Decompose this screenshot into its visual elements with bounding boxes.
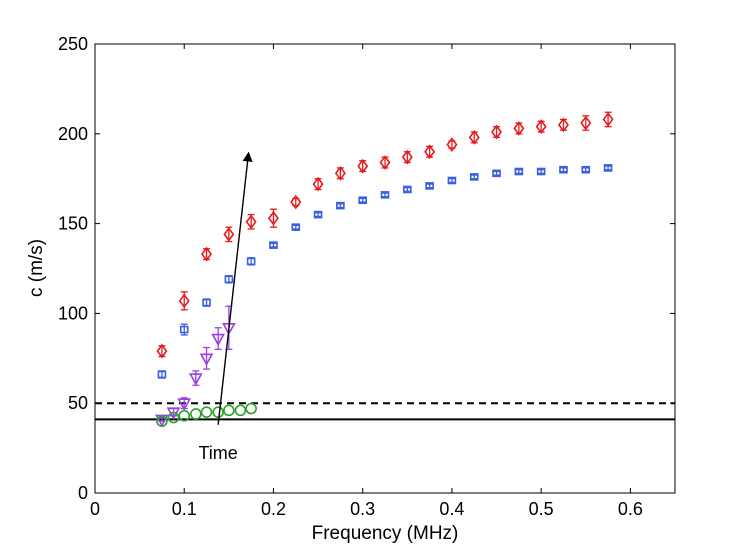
square-point — [269, 241, 278, 249]
diamond-point — [513, 121, 525, 136]
x-tick-label: 0.6 — [618, 499, 643, 519]
y-tick-label: 200 — [58, 124, 88, 144]
diamond-point — [379, 155, 391, 170]
diamond-point — [267, 210, 279, 226]
y-tick-label: 50 — [68, 393, 88, 413]
diamond-point — [156, 343, 168, 359]
diamond-point — [290, 194, 302, 210]
square-point — [202, 298, 211, 307]
square-point — [403, 185, 412, 194]
diamond-point — [245, 214, 257, 230]
diamond-point — [446, 137, 458, 152]
square-point — [336, 201, 345, 210]
square-point — [447, 176, 457, 185]
time-annotation: Time — [198, 443, 237, 463]
triangle-point — [188, 373, 203, 386]
square-point — [224, 275, 234, 284]
x-tick-label: 0.3 — [350, 499, 375, 519]
diamond-point — [401, 149, 413, 165]
circle-point — [167, 411, 180, 424]
square-point — [514, 167, 524, 176]
diamond-point — [580, 115, 592, 131]
square-point — [358, 196, 367, 205]
y-tick-label: 100 — [58, 303, 88, 323]
diamond-point — [312, 176, 324, 192]
circle-point — [245, 402, 257, 415]
square-point — [380, 191, 390, 199]
square-point — [469, 173, 479, 181]
diamond-point — [535, 119, 547, 134]
triangle-point — [211, 333, 225, 347]
x-tick-label: 0.2 — [261, 499, 286, 519]
y-axis-label: c (m/s) — [26, 239, 47, 297]
y-tick-label: 0 — [78, 483, 88, 503]
diamond-point — [201, 246, 213, 262]
diamond-point — [424, 144, 436, 160]
square-point — [179, 325, 189, 334]
circle-point — [212, 406, 224, 418]
square-point — [492, 169, 501, 178]
diamond-point — [223, 227, 235, 242]
triangle-point — [199, 353, 214, 366]
square-point — [425, 182, 434, 190]
x-tick-label: 0 — [90, 499, 100, 519]
diamond-point — [491, 124, 503, 140]
circle-point — [223, 404, 235, 417]
square-point — [536, 167, 546, 176]
diamond-point — [602, 112, 614, 127]
circle-point — [200, 406, 213, 418]
square-point — [603, 164, 613, 172]
circle-point — [156, 415, 168, 427]
square-point — [246, 257, 256, 266]
x-tick-label: 0.1 — [172, 499, 197, 519]
square-point — [581, 165, 591, 174]
circle-point — [234, 404, 247, 417]
circle-point — [190, 408, 202, 420]
square-point — [559, 165, 568, 174]
square-point — [291, 223, 301, 231]
diamond-point — [468, 130, 480, 145]
diamond-point — [357, 158, 369, 174]
diamond-point — [334, 165, 346, 181]
x-tick-label: 0.5 — [529, 499, 554, 519]
circle-point — [178, 409, 191, 422]
diamond-point — [557, 117, 569, 133]
y-tick-label: 250 — [58, 34, 88, 54]
time-arrow — [217, 151, 253, 425]
triangle-point — [177, 398, 192, 411]
y-tick-label: 150 — [58, 214, 88, 234]
square-point — [313, 210, 323, 219]
square-point — [157, 370, 167, 379]
x-tick-label: 0.4 — [439, 499, 464, 519]
diamond-point — [178, 293, 190, 309]
x-axis-label: Frequency (MHz) — [312, 523, 459, 544]
plot-frame — [94, 43, 676, 494]
